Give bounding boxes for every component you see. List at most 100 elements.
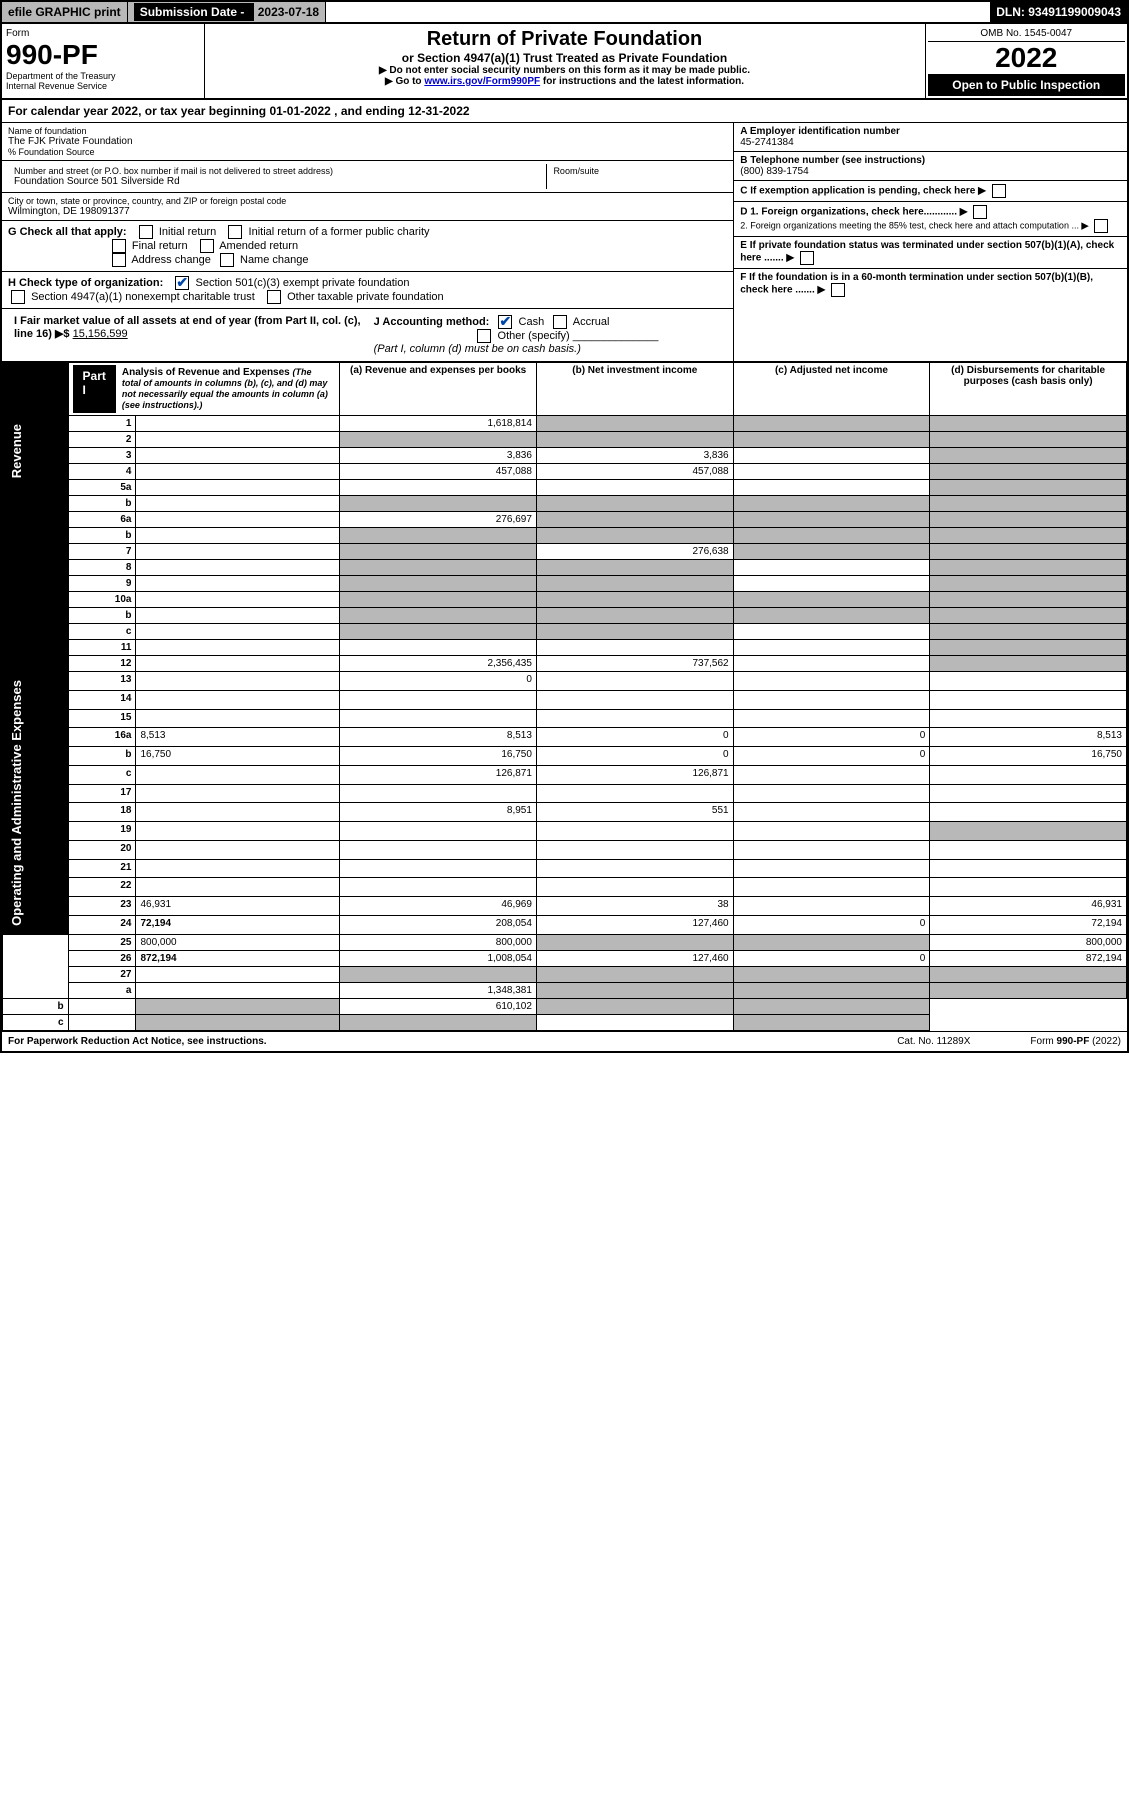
line-description — [136, 544, 340, 560]
accrual-checkbox[interactable] — [553, 315, 567, 329]
line-description — [136, 784, 340, 803]
cell-col-a — [340, 859, 537, 878]
line-number: a — [68, 982, 136, 998]
cell-col-c — [733, 496, 930, 512]
cell-col-b: 3,836 — [536, 448, 733, 464]
cell-col-d — [930, 496, 1127, 512]
cell-col-b: 127,460 — [536, 950, 733, 966]
part1-header: Part I Analysis of Revenue and Expenses … — [73, 365, 336, 413]
table-row: Revenue11,618,814 — [3, 416, 1127, 432]
cell-col-d — [930, 432, 1127, 448]
cell-col-a — [340, 784, 537, 803]
foundation-name: The FJK Private Foundation — [8, 136, 727, 147]
cell-col-d — [930, 765, 1127, 784]
cell-col-d — [930, 448, 1127, 464]
j-label: J Accounting method: — [374, 316, 490, 328]
efile-print-button[interactable]: efile GRAPHIC print — [2, 2, 128, 22]
line-number: 19 — [68, 822, 136, 841]
cell-col-a — [340, 544, 537, 560]
table-row: 9 — [3, 576, 1127, 592]
cell-col-c — [733, 656, 930, 672]
cell-col-b: 610,102 — [340, 998, 537, 1014]
part1-table: Part I Analysis of Revenue and Expenses … — [2, 362, 1127, 1031]
d1-checkbox[interactable] — [973, 205, 987, 219]
line-description — [136, 512, 340, 528]
cell-col-c: 0 — [733, 915, 930, 934]
part1-tab: Part I — [73, 365, 116, 413]
form990pf-link[interactable]: www.irs.gov/Form990PF — [424, 76, 540, 87]
table-row: 6a276,697 — [3, 512, 1127, 528]
info-block: Name of foundation The FJK Private Found… — [2, 123, 1127, 362]
cell-col-a: 457,088 — [340, 464, 537, 480]
line-description — [136, 608, 340, 624]
line-description — [136, 480, 340, 496]
form-container: efile GRAPHIC print Submission Date - 20… — [0, 0, 1129, 1053]
cell-col-b: 126,871 — [536, 765, 733, 784]
other-taxable-checkbox[interactable] — [267, 290, 281, 304]
cell-col-a: 46,969 — [340, 897, 537, 916]
table-row: 5a — [3, 480, 1127, 496]
table-row: 7276,638 — [3, 544, 1127, 560]
address-change-checkbox[interactable] — [112, 253, 126, 267]
cell-col-c — [733, 640, 930, 656]
initial-return-checkbox[interactable] — [139, 225, 153, 239]
revenue-side-label: Revenue — [7, 418, 26, 484]
g-opt-2: Address change — [131, 254, 211, 266]
cash-checkbox[interactable] — [498, 315, 512, 329]
d1-label: D 1. Foreign organizations, check here..… — [740, 207, 957, 218]
cell-col-c: 0 — [733, 950, 930, 966]
name-change-checkbox[interactable] — [220, 253, 234, 267]
c-checkbox[interactable] — [992, 184, 1006, 198]
table-row: 22 — [3, 878, 1127, 897]
line-description — [136, 690, 340, 709]
submission-date: Submission Date - 2023-07-18 — [128, 2, 326, 22]
name-label: Name of foundation — [8, 126, 727, 136]
cell-col-c — [733, 608, 930, 624]
initial-former-checkbox[interactable] — [228, 225, 242, 239]
other-method-checkbox[interactable] — [477, 329, 491, 343]
h-opt-3: Other taxable private foundation — [287, 291, 444, 303]
cell-col-d — [930, 982, 1127, 998]
4947a1-checkbox[interactable] — [11, 290, 25, 304]
line-description — [136, 765, 340, 784]
cell-col-d: 800,000 — [930, 934, 1127, 950]
cell-col-d — [733, 1014, 930, 1030]
cell-col-a — [340, 624, 537, 640]
cell-col-a: 3,836 — [340, 448, 537, 464]
cell-col-a — [340, 608, 537, 624]
cell-col-a: 0 — [340, 672, 537, 691]
line-description: 46,931 — [136, 897, 340, 916]
cell-col-c: 0 — [733, 728, 930, 747]
cell-col-c — [733, 784, 930, 803]
d2-checkbox[interactable] — [1094, 219, 1108, 233]
form-subtitle: or Section 4947(a)(1) Trust Treated as P… — [209, 51, 921, 65]
cell-col-d — [930, 709, 1127, 728]
cell-col-a — [340, 496, 537, 512]
table-row: 188,951551 — [3, 803, 1127, 822]
501c3-checkbox[interactable] — [175, 276, 189, 290]
cell-col-c — [536, 998, 733, 1014]
final-return-checkbox[interactable] — [112, 239, 126, 253]
line-description — [136, 464, 340, 480]
line-number: 23 — [68, 897, 136, 916]
line-description — [136, 878, 340, 897]
cell-col-d: 72,194 — [930, 915, 1127, 934]
table-row: 15 — [3, 709, 1127, 728]
cell-col-b: 276,638 — [536, 544, 733, 560]
f-checkbox[interactable] — [831, 283, 845, 297]
line-number: 11 — [68, 640, 136, 656]
e-checkbox[interactable] — [800, 251, 814, 265]
city-value: Wilmington, DE 198091377 — [8, 206, 727, 217]
amended-return-checkbox[interactable] — [200, 239, 214, 253]
cell-col-a: 2,356,435 — [340, 656, 537, 672]
dln: DLN: 93491199009043 — [990, 2, 1127, 22]
line-description — [68, 1014, 136, 1030]
h-opt-1: Section 501(c)(3) exempt private foundat… — [195, 277, 409, 289]
cell-col-b — [536, 672, 733, 691]
f-label: F If the foundation is in a 60-month ter… — [740, 272, 1093, 296]
cell-col-d — [930, 784, 1127, 803]
line-description — [136, 496, 340, 512]
section-g: G Check all that apply: Initial return I… — [2, 221, 733, 272]
cell-col-a — [340, 822, 537, 841]
line-description — [136, 592, 340, 608]
